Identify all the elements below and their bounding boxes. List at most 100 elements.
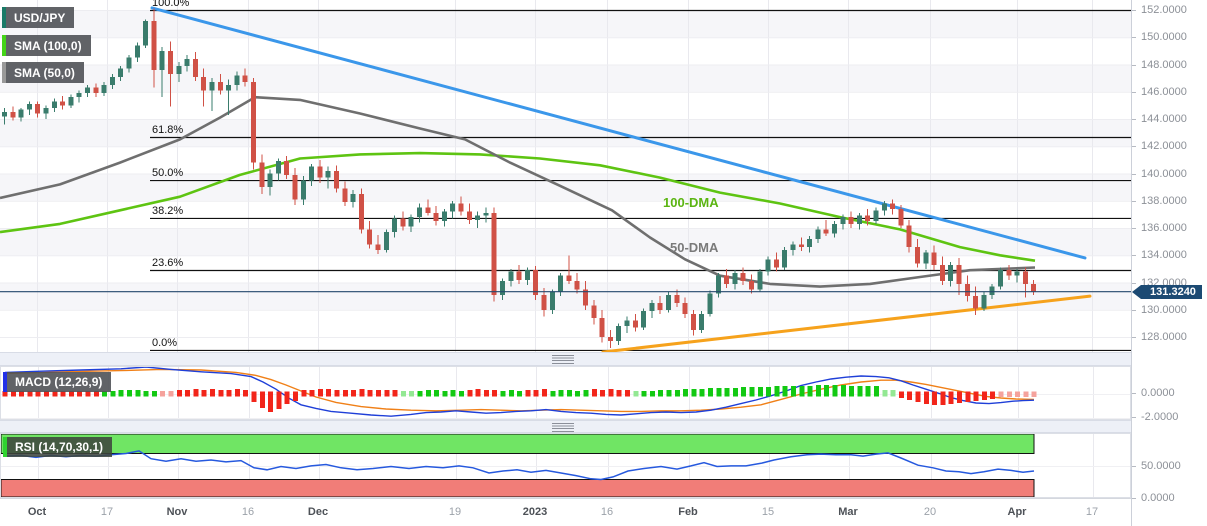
candle-body <box>815 229 821 239</box>
macd-histogram-bar <box>334 390 340 397</box>
price-axis-label: 140.0000 <box>1141 168 1187 180</box>
candle-body <box>126 57 132 69</box>
candle-body <box>35 104 41 114</box>
rsi-label: RSI (14,70,30,1) <box>15 440 104 454</box>
candle-body <box>948 264 954 282</box>
macd-histogram-bar <box>284 391 290 404</box>
macd-histogram-bar <box>10 391 16 397</box>
price-axis-label: 142.0000 <box>1141 140 1187 152</box>
macd-histogram-bar <box>649 391 655 397</box>
price-axis-label: 128.0000 <box>1141 331 1187 343</box>
macd-histogram-bar <box>508 390 514 397</box>
macd-histogram-bar <box>782 386 788 397</box>
macd-histogram-bar <box>392 390 398 397</box>
macd-histogram-bar <box>724 388 730 397</box>
candle-body <box>192 59 198 77</box>
symbol-badge[interactable]: USD/JPY <box>2 7 75 28</box>
candle-body <box>334 170 339 189</box>
sma100-line-label: 100-DMA <box>663 195 719 210</box>
candle-body <box>68 97 74 106</box>
sma100-badge[interactable]: SMA (100,0) <box>2 35 91 56</box>
macd-histogram-bar <box>384 390 390 397</box>
macd-histogram-bar <box>766 387 772 397</box>
rsi-badge[interactable]: RSI (14,70,30,1) <box>3 437 113 457</box>
macd-histogram-bar <box>641 391 647 397</box>
candle-body <box>566 275 572 282</box>
macd-histogram-bar <box>326 389 332 397</box>
macd-histogram-bar <box>151 391 157 397</box>
rsi-chart[interactable] <box>1 434 1130 497</box>
candle-body <box>1014 271 1020 276</box>
candle-body <box>674 294 680 303</box>
candle-body <box>93 87 99 94</box>
fib-level-label: 61.8% <box>152 123 184 136</box>
candle-body <box>516 271 522 280</box>
macd-histogram-bar <box>542 389 547 397</box>
macd-histogram-bar <box>658 390 664 397</box>
macd-histogram-bar <box>981 391 987 400</box>
macd-histogram-bar <box>500 391 506 397</box>
macd-histogram-bar <box>791 386 796 397</box>
macd-histogram-bar <box>1023 391 1029 397</box>
macd-histogram-bar <box>68 391 74 397</box>
sma50-badge[interactable]: SMA (50,0) <box>2 62 84 83</box>
axis-tickmark <box>1132 174 1136 175</box>
candle-body <box>881 203 887 211</box>
x-axis-tick-label: 17 <box>100 506 114 518</box>
macd-histogram-bar <box>874 386 879 397</box>
panel-resize-handle-icon[interactable] <box>552 423 574 432</box>
x-axis-tick-label: 17 <box>1085 506 1099 518</box>
macd-histogram-bar <box>558 390 564 397</box>
candle-body <box>823 229 829 234</box>
candle-body <box>85 87 90 94</box>
macd-histogram-bar <box>716 388 722 397</box>
time-axis[interactable]: Oct 17 Nov 16 Dec 19 2023 16 Feb 15 Mar 20 Apr 17 <box>0 498 1131 526</box>
macd-indicator-panel[interactable]: MACD (12,26,9) <box>0 366 1131 420</box>
candle-body <box>226 84 232 91</box>
candle-body <box>607 337 613 342</box>
sma50-line-label: 50-DMA <box>670 240 719 255</box>
macd-histogram-bar <box>367 390 373 397</box>
candle-body <box>964 283 970 297</box>
candle-body <box>549 292 555 310</box>
panel-resize-handle-icon[interactable] <box>552 355 574 364</box>
candle-body <box>143 20 149 46</box>
price-chart-panel[interactable]: 100.0% 61.8% 50.0% 38.2% 23.6% 0.0% 100-DMA 5… <box>0 0 1131 352</box>
candle-body <box>624 320 630 327</box>
candle-body <box>18 109 24 118</box>
x-axis-tick-label: 16 <box>241 506 255 518</box>
price-axis[interactable]: 131.3240 152.0000 150.0000 148.0000 146.000… <box>1131 0 1207 526</box>
sma100-line <box>0 151 1036 262</box>
candle-body <box>865 215 871 222</box>
macd-histogram-bar <box>683 389 689 397</box>
rsi-indicator-panel[interactable]: RSI (14,70,30,1) <box>0 433 1131 498</box>
x-axis-tick-label: Apr <box>1007 506 1027 518</box>
macd-histogram-bar <box>525 390 531 397</box>
candle-body <box>533 270 539 295</box>
candle-body <box>790 244 796 250</box>
row-stripe <box>0 64 1131 92</box>
macd-histogram-bar <box>35 391 41 397</box>
candle-body <box>657 302 663 310</box>
macd-histogram-bar <box>135 390 141 397</box>
candle-body <box>798 244 804 248</box>
macd-histogram-bar <box>218 390 224 397</box>
macd-badge[interactable]: MACD (12,26,9) <box>3 372 112 392</box>
x-axis-tick-label: Dec <box>307 506 329 518</box>
axis-tickmark <box>1132 201 1136 202</box>
candle-body <box>666 294 671 310</box>
candle-body <box>699 313 705 331</box>
macd-histogram-bar <box>550 391 556 397</box>
axis-tickmark <box>1132 228 1136 229</box>
macd-histogram-bar <box>533 390 539 397</box>
candle-body <box>417 207 422 218</box>
candle-body <box>989 286 995 295</box>
macd-chart[interactable] <box>1 367 1130 419</box>
candle-body <box>184 59 190 66</box>
candle-body <box>259 162 265 188</box>
candlestick-chart[interactable] <box>0 0 1131 352</box>
macd-histogram-bar <box>259 391 265 408</box>
sma100-accent-bar <box>2 35 6 56</box>
macd-histogram-bar <box>434 390 440 397</box>
